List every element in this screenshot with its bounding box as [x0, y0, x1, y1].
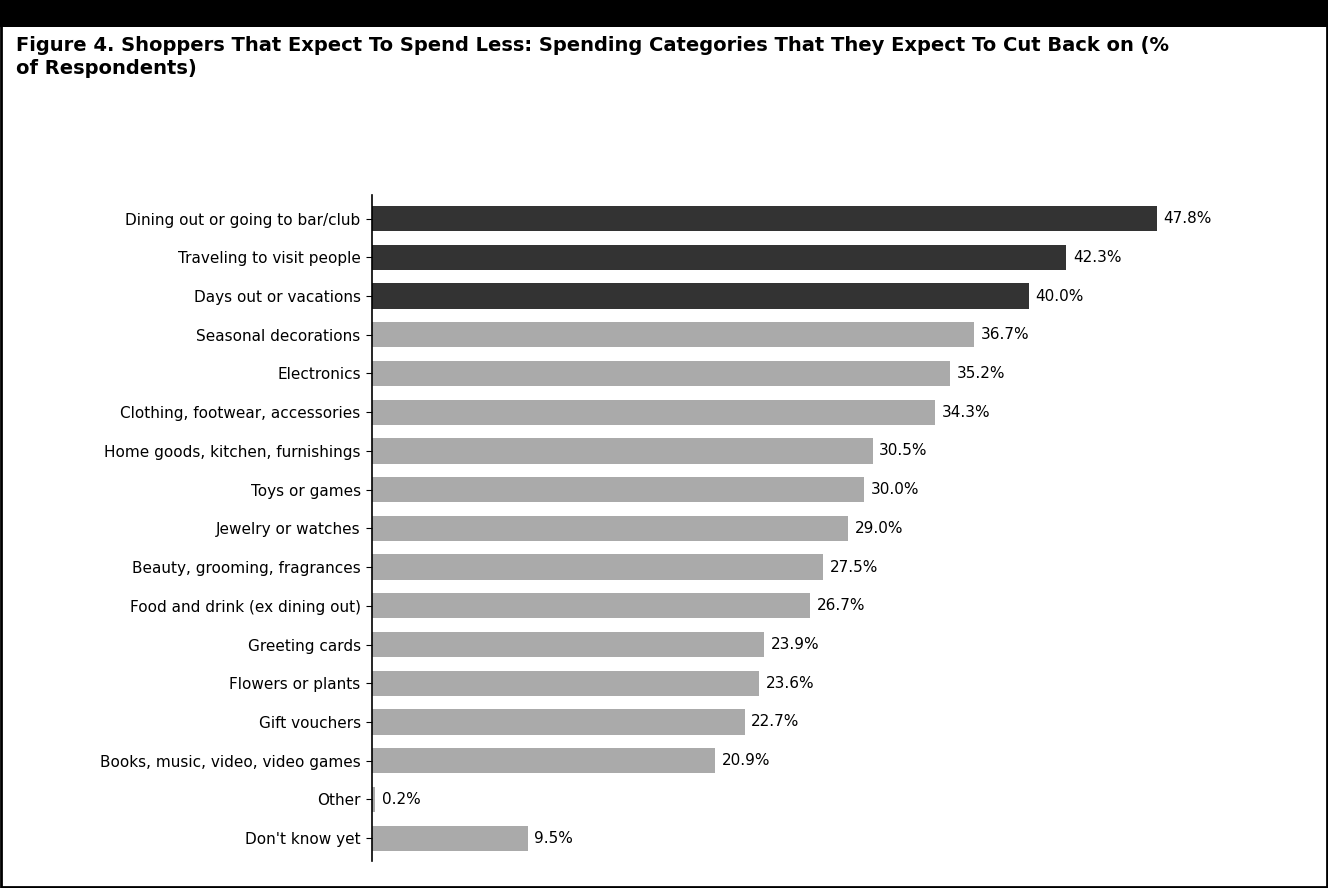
- Bar: [372, 710, 745, 734]
- Text: 26.7%: 26.7%: [817, 599, 866, 614]
- Bar: [372, 826, 527, 851]
- Bar: [372, 400, 935, 424]
- Text: 23.9%: 23.9%: [770, 637, 819, 652]
- Bar: [372, 283, 1029, 309]
- Text: 23.6%: 23.6%: [766, 676, 814, 691]
- Bar: [372, 477, 865, 503]
- Bar: [372, 787, 374, 812]
- Text: 34.3%: 34.3%: [942, 405, 991, 420]
- Bar: [372, 670, 760, 696]
- Text: 22.7%: 22.7%: [752, 715, 799, 729]
- Bar: [372, 632, 764, 657]
- Text: Figure 4. Shoppers That Expect To Spend Less: Spending Categories That They Expe: Figure 4. Shoppers That Expect To Spend …: [16, 36, 1169, 78]
- Text: 30.5%: 30.5%: [879, 443, 928, 458]
- Text: 47.8%: 47.8%: [1163, 211, 1211, 226]
- Text: 42.3%: 42.3%: [1073, 250, 1121, 265]
- Bar: [372, 593, 810, 618]
- Text: 40.0%: 40.0%: [1035, 289, 1084, 304]
- Text: 9.5%: 9.5%: [534, 830, 574, 845]
- Bar: [372, 554, 823, 580]
- Bar: [372, 748, 714, 773]
- Text: 20.9%: 20.9%: [721, 753, 770, 768]
- Bar: [372, 439, 872, 464]
- Bar: [372, 516, 849, 541]
- Text: 29.0%: 29.0%: [854, 521, 903, 535]
- Text: 36.7%: 36.7%: [981, 328, 1029, 342]
- Bar: [372, 361, 950, 386]
- Text: 27.5%: 27.5%: [830, 559, 878, 575]
- Text: 35.2%: 35.2%: [956, 366, 1005, 381]
- Bar: [372, 322, 975, 347]
- Text: 0.2%: 0.2%: [381, 792, 421, 807]
- Bar: [372, 206, 1157, 231]
- Bar: [372, 245, 1066, 270]
- Text: 30.0%: 30.0%: [871, 482, 919, 497]
